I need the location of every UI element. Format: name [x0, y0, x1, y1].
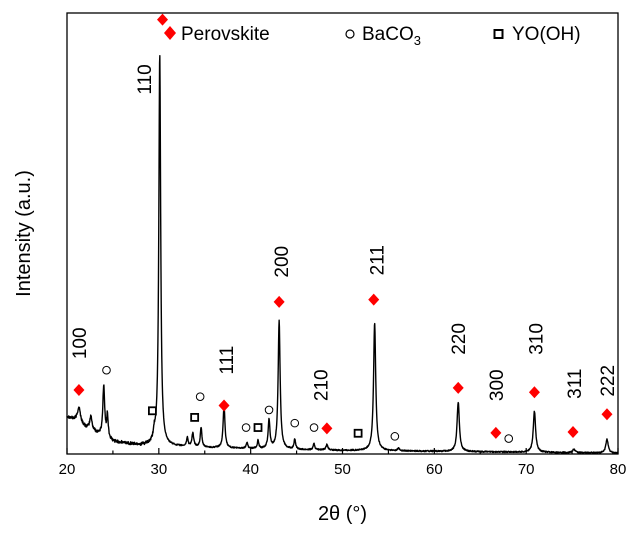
- yooh-marker: [253, 423, 263, 432]
- legend: Perovskite BaCO3 YO(OH): [164, 24, 581, 48]
- x-tick-label: 80: [610, 461, 627, 478]
- baco3-marker: [195, 392, 205, 401]
- plot-area: 100 110 111 200 210 211 220 300 310 311 222: [66, 13, 619, 455]
- peak-label: 220: [449, 323, 470, 355]
- peak-label: 211: [367, 245, 388, 275]
- peak-label: 200: [272, 246, 293, 278]
- peak-label: 110: [135, 64, 156, 94]
- legend-label-perovskite: Perovskite: [181, 24, 270, 45]
- baco3-marker: [264, 405, 274, 415]
- legend-circle-marker: [345, 29, 355, 39]
- y-axis-title: Intensity (a.u.): [13, 170, 35, 297]
- x-tick-label: 70: [518, 461, 535, 478]
- x-tick-label: 40: [242, 461, 259, 478]
- yooh-marker: [353, 428, 363, 438]
- legend-item-yooh: YO(OH): [493, 24, 581, 45]
- baco3-marker: [504, 434, 514, 443]
- legend-item-baco3: BaCO3: [345, 24, 421, 48]
- baco3-marker: [309, 423, 319, 432]
- legend-label-baco3: BaCO3: [362, 24, 421, 48]
- perovskite-marker: [567, 425, 579, 438]
- legend-item-perovskite: Perovskite: [164, 24, 270, 45]
- baco3-marker: [290, 418, 300, 428]
- baco3-marker: [390, 432, 400, 441]
- peak-label: 210: [311, 369, 332, 401]
- perovskite-marker: [73, 384, 85, 397]
- perovskite-marker: [157, 13, 169, 26]
- yooh-marker: [148, 406, 157, 416]
- x-axis-ticks: 20 30 40 50 60 70 80: [59, 448, 627, 478]
- legend-diamond-marker: [164, 26, 176, 40]
- perovskite-marker: [368, 293, 380, 306]
- legend-label-yooh: YO(OH): [512, 24, 581, 45]
- yooh-marker: [190, 412, 200, 422]
- baco3-marker: [241, 423, 251, 432]
- x-tick-label: 20: [59, 461, 76, 478]
- perovskite-marker: [528, 386, 540, 399]
- x-axis-title: 2θ (°): [318, 503, 367, 525]
- baco3-marker: [102, 365, 111, 375]
- perovskite-marker: [218, 399, 230, 412]
- perovskite-marker: [601, 408, 613, 421]
- peak-label: 111: [217, 346, 238, 375]
- perovskite-marker: [452, 381, 464, 394]
- peak-label: 100: [70, 327, 91, 359]
- perovskite-marker: [490, 426, 502, 439]
- x-tick-label: 50: [334, 461, 351, 478]
- perovskite-marker: [321, 422, 333, 435]
- x-tick-label: 60: [426, 461, 443, 478]
- peak-label: 310: [526, 323, 547, 355]
- x-tick-label: 30: [150, 461, 167, 478]
- legend-square-marker: [493, 29, 504, 39]
- peak-label: 300: [487, 369, 508, 401]
- peak-label: 222: [598, 365, 619, 397]
- peak-label: 311: [565, 369, 586, 399]
- perovskite-marker: [273, 295, 285, 308]
